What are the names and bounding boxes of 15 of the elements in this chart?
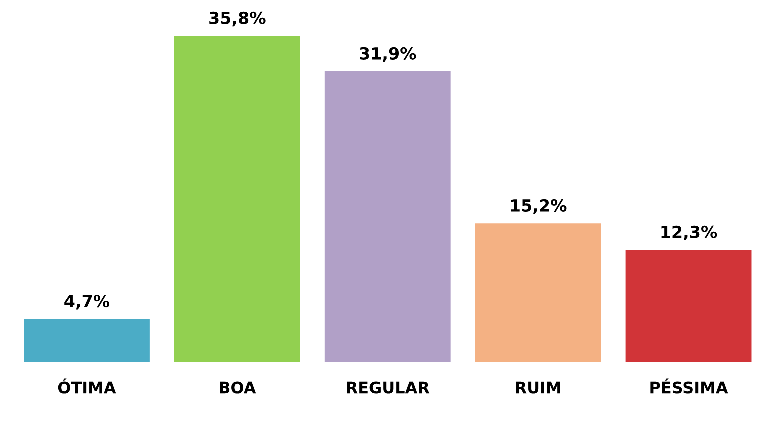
- x-tick-label: BOA: [220, 382, 256, 394]
- bar: [24, 319, 150, 362]
- bar: [475, 224, 602, 362]
- x-tick-label: RUIM: [516, 382, 560, 394]
- data-label: 15,2%: [511, 199, 567, 214]
- data-label: 12,3%: [662, 226, 718, 241]
- data-label: 31,9%: [360, 47, 416, 62]
- bar: [626, 250, 752, 362]
- bar: [324, 72, 451, 362]
- x-tick-label: REGULAR: [347, 382, 430, 394]
- x-tick-label: ÓTIMA: [58, 378, 116, 394]
- x-tick-label: PÉSSIMA: [650, 378, 728, 394]
- data-label: 35,8%: [210, 12, 266, 27]
- bar: [174, 36, 300, 362]
- data-label: 4,7%: [64, 295, 110, 310]
